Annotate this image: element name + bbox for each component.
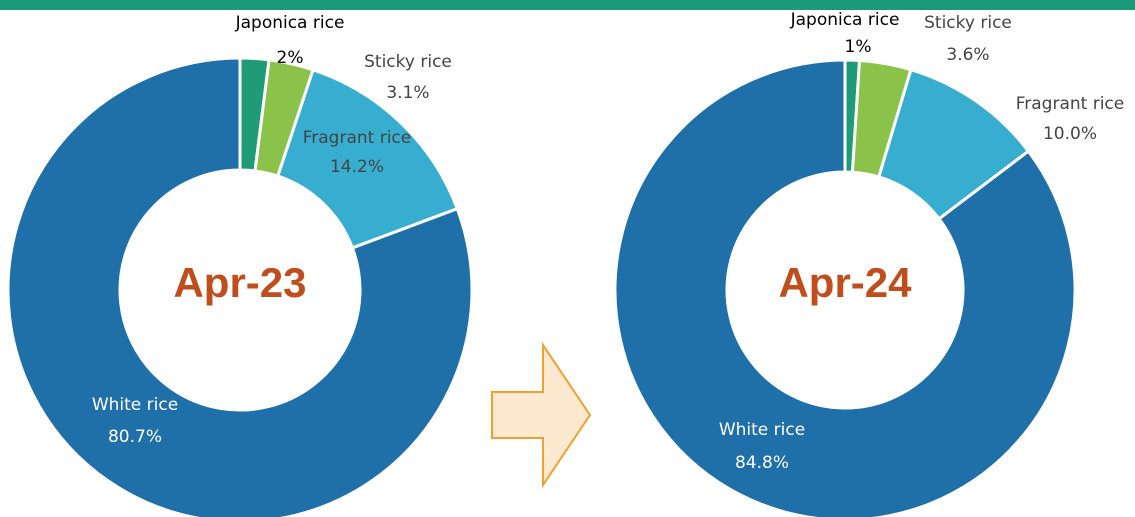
slice-label: Japonica rice: [790, 10, 900, 30]
center-label: Apr-24: [778, 259, 912, 306]
slice-value-label: 84.8%: [735, 453, 789, 473]
slice-label: White rice: [92, 395, 178, 415]
top-bar: [0, 0, 1135, 10]
slice-label: White rice: [719, 420, 805, 440]
slice-value-label: 3.6%: [946, 45, 989, 65]
donut-slice: [275, 67, 460, 250]
arrow: [491, 341, 592, 489]
slice-value-label: 14.2%: [330, 157, 384, 177]
slice-value-label: 80.7%: [108, 427, 162, 447]
slice-value-label: 2%: [277, 48, 304, 68]
center-label: Apr-23: [173, 259, 306, 306]
slice-value-label: 1%: [845, 37, 872, 57]
slice-value-label: 10.0%: [1043, 124, 1097, 144]
slice-label: Sticky rice: [924, 13, 1012, 33]
donut-slice: [613, 58, 1077, 517]
slice-label: Sticky rice: [364, 52, 452, 72]
slice-label: Japonica rice: [235, 13, 345, 33]
slice-label: Fragrant rice: [1016, 94, 1125, 114]
slice-value-label: 3.1%: [386, 83, 429, 103]
donut-slice: [6, 56, 474, 517]
slice-label: Fragrant rice: [303, 128, 412, 148]
